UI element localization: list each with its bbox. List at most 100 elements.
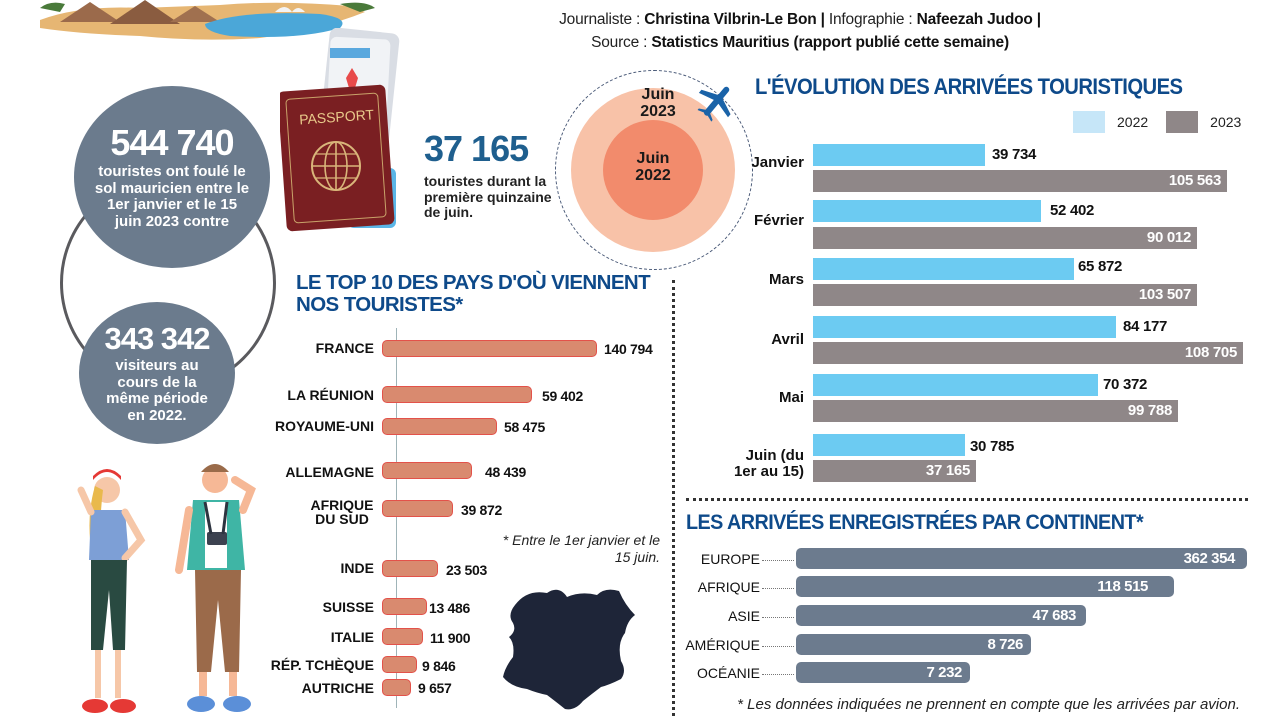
country-value: 58 475 (504, 419, 546, 435)
chart-title-continents: LES ARRIVÉES ENREGISTRÉES PAR CONTINENT* (686, 510, 1144, 534)
dashed-orbit (555, 70, 753, 270)
bar-2022 (813, 144, 985, 166)
country-label: ROYAUME-UNI (274, 418, 374, 434)
journalist-name: Christina Vilbrin-Le Bon (644, 11, 817, 28)
continent-label: EUROPE (700, 551, 760, 567)
continents-footnote: * Les données indiquées ne prennent en c… (737, 696, 1240, 713)
airplane-icon (697, 86, 731, 122)
country-value: 48 439 (485, 464, 527, 480)
month-label: Avril (771, 331, 804, 348)
month-label: Mai (778, 389, 804, 406)
country-bar (382, 628, 423, 645)
continent-label: ASIE (728, 608, 760, 624)
tourists-illustration (77, 464, 256, 713)
credits: Journaliste : Christina Vilbrin-Le Bon |… (470, 8, 1130, 54)
country-bar (382, 340, 597, 357)
country-map-silhouette (503, 589, 635, 710)
bar-2022 (813, 200, 1041, 222)
value-2022: 65 872 (1078, 258, 1123, 275)
continent-bar: 8 726 (796, 634, 1031, 655)
country-value: 23 503 (446, 562, 488, 578)
passport-illustration: PASSPORT (280, 28, 400, 232)
country-label: AFRIQUE DU SUD (274, 498, 374, 526)
legend-item-2023: 2023 (1166, 111, 1241, 133)
credits-line-1: Journaliste : Christina Vilbrin-Le Bon |… (470, 8, 1130, 31)
bar-2023: 105 563 (813, 170, 1227, 192)
juin-2022-year: 2022 (635, 167, 671, 184)
juin-2023-year: 2023 (640, 103, 676, 120)
country-bar (382, 386, 532, 403)
top10-title-text: LE TOP 10 DES PAYS D'OÙ VIENNENT NOS TOU… (296, 271, 651, 316)
juin-2022-month: Juin (636, 150, 670, 167)
bar-2023: 37 165 (813, 460, 976, 482)
landscape-illustration (40, 0, 375, 40)
value-2022: 84 177 (1123, 318, 1168, 335)
legend-label-2022: 2022 (1117, 114, 1149, 130)
country-bar (382, 656, 417, 673)
chart-title-top10: LE TOP 10 DES PAYS D'OÙ VIENNENT NOS TOU… (296, 272, 656, 316)
bar-2023: 99 788 (813, 400, 1178, 422)
vertical-divider (672, 280, 675, 716)
leader-line (762, 617, 794, 618)
value-2022: 39 734 (992, 146, 1037, 163)
passport-label: PASSPORT (299, 106, 375, 127)
stat-total-2022: 343 342 (104, 321, 210, 356)
stat-total-2023-text: touristes ont foulé le sol mauricien ent… (94, 163, 250, 230)
bar-2023: 108 705 (813, 342, 1243, 364)
juin-2023-month: Juin (641, 86, 675, 103)
continent-bar: 118 515 (796, 576, 1174, 597)
juin-2022-label: Juin 2022 (613, 150, 693, 184)
country-label: LA RÉUNION (287, 387, 374, 403)
country-label-text: AFRIQUE DU SUD (310, 497, 374, 527)
continent-bar: 7 232 (796, 662, 970, 683)
bar-2022 (813, 258, 1074, 280)
juin-2022-circle (603, 120, 703, 220)
stat-total-2023: 544 740 (110, 122, 234, 163)
june-first-half-text: touristes durant la première quinzaine d… (424, 173, 552, 220)
country-value: 9 657 (418, 680, 452, 696)
month-label: Mars (768, 271, 804, 288)
country-bar (382, 598, 427, 615)
top10-axis (396, 328, 397, 708)
legend-item-2022: 2022 (1073, 111, 1148, 133)
bar-2022 (813, 316, 1116, 338)
journalist-label: Journaliste : (559, 11, 641, 28)
horizontal-divider (686, 498, 1248, 501)
chart-title-evolution: L'ÉVOLUTION DES ARRIVÉES TOURISTIQUES (755, 74, 1183, 99)
separator: | (1036, 11, 1041, 28)
value-2022: 30 785 (970, 438, 1015, 455)
country-bar (382, 560, 438, 577)
continent-label: AFRIQUE (697, 579, 760, 595)
stat-total-2022-text: visiteurs au cours de la même période en… (106, 357, 208, 424)
country-label: FRANCE (315, 340, 374, 356)
chart-legend: 2022 2023 (1073, 111, 1241, 133)
continent-bar: 362 354 (796, 548, 1247, 569)
continent-bar: 47 683 (796, 605, 1086, 626)
source-name: Statistics Mauritius (rapport publié cet… (651, 34, 1009, 51)
country-value: 140 794 (604, 341, 653, 357)
country-bar (382, 418, 497, 435)
country-bar (382, 500, 453, 517)
country-value: 9 846 (422, 658, 456, 674)
bar-2022 (813, 374, 1098, 396)
leader-line (762, 674, 794, 675)
leader-line (762, 588, 794, 589)
continent-label: AMÉRIQUE (685, 637, 760, 653)
bar-2022 (813, 434, 965, 456)
bar-2023: 90 012 (813, 227, 1197, 249)
country-value: 39 872 (461, 502, 503, 518)
separator: | (820, 11, 825, 28)
top10-footnote: * Entre le 1er janvier et le 15 juin. (502, 532, 660, 565)
country-value: 13 486 (429, 600, 471, 616)
continent-label: OCÉANIE (696, 665, 760, 681)
legend-swatch-2023 (1166, 111, 1199, 133)
leader-line (762, 646, 794, 647)
credits-line-2: Source : Statistics Mauritius (rapport p… (470, 31, 1130, 54)
bar-2023: 103 507 (813, 284, 1197, 306)
stat-circle-2022: 343 342 visiteurs au cours de la même pé… (79, 302, 235, 444)
infographie-name: Nafeezah Judoo (916, 11, 1033, 28)
infographie-label: Infographie : (828, 11, 913, 28)
legend-swatch-2022 (1073, 111, 1105, 133)
country-value: 59 402 (542, 388, 584, 404)
country-value: 11 900 (430, 630, 471, 646)
